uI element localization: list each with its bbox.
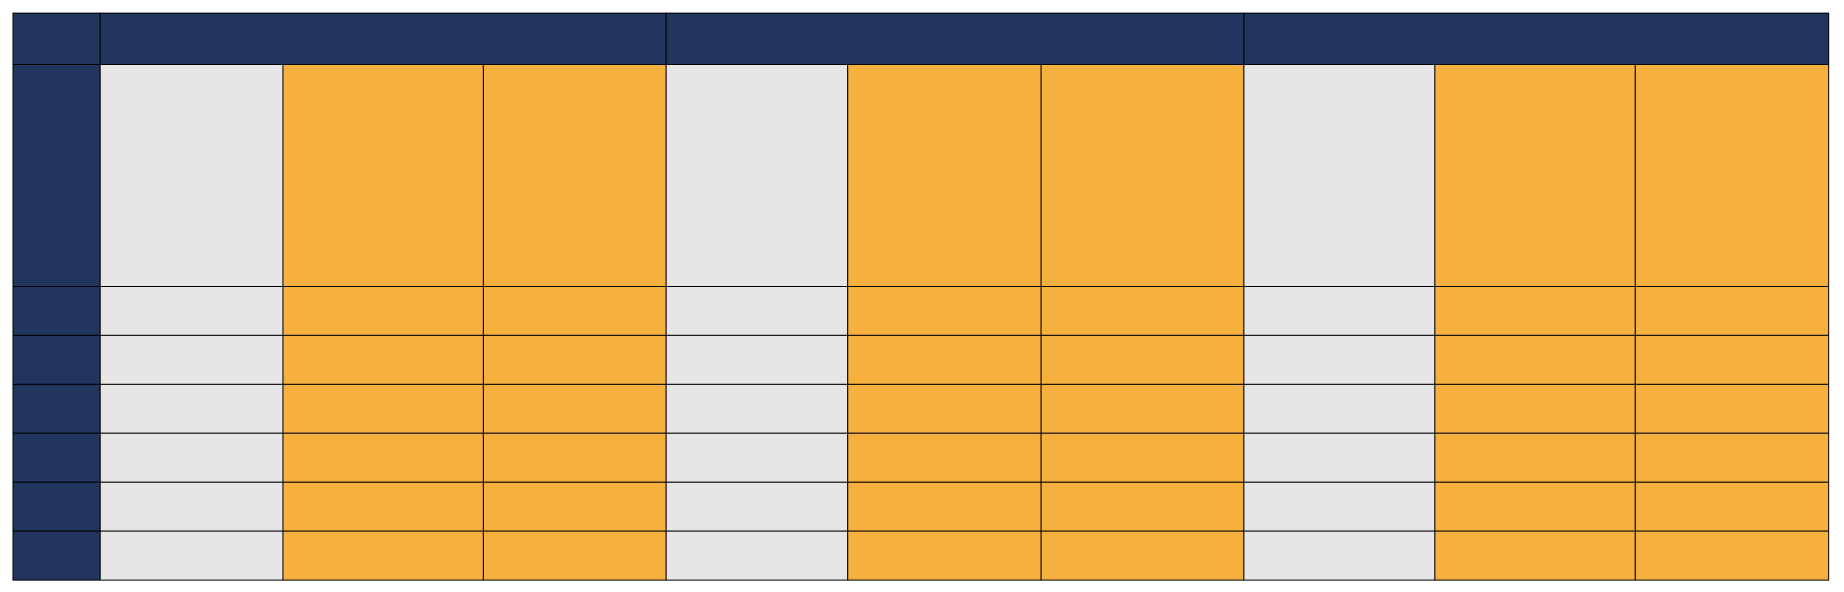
gray-cell: [666, 433, 848, 482]
orange-cell: [848, 384, 1041, 433]
orange-cell: [848, 433, 1041, 482]
row-header-cell: [13, 531, 100, 580]
orange-cell: [483, 531, 666, 580]
row-header-cell: [13, 384, 100, 433]
orange-cell: [1041, 64, 1244, 286]
gray-cell: [100, 531, 283, 580]
gray-cell: [666, 384, 848, 433]
orange-cell: [1435, 433, 1635, 482]
orange-cell: [483, 384, 666, 433]
orange-cell: [483, 433, 666, 482]
orange-cell: [1635, 335, 1828, 384]
header-group-cell: [666, 13, 1244, 64]
orange-cell: [483, 286, 666, 335]
orange-cell: [283, 384, 483, 433]
row-header-cell: [13, 64, 100, 286]
header-group-cell: [100, 13, 666, 64]
orange-cell: [1435, 384, 1635, 433]
orange-cell: [1635, 433, 1828, 482]
orange-cell: [848, 64, 1041, 286]
orange-cell: [1435, 531, 1635, 580]
orange-cell: [283, 64, 483, 286]
gray-cell: [666, 286, 848, 335]
row-header-cell: [13, 335, 100, 384]
orange-cell: [483, 64, 666, 286]
orange-cell: [1435, 482, 1635, 531]
gray-cell: [1244, 531, 1435, 580]
gray-cell: [1244, 286, 1435, 335]
gray-cell: [100, 335, 283, 384]
orange-cell: [1635, 531, 1828, 580]
row-header-cell: [13, 433, 100, 482]
orange-cell: [1435, 286, 1635, 335]
gray-cell: [666, 482, 848, 531]
orange-cell: [1041, 433, 1244, 482]
orange-cell: [283, 482, 483, 531]
orange-cell: [483, 482, 666, 531]
orange-cell: [1041, 384, 1244, 433]
orange-cell: [483, 335, 666, 384]
gray-cell: [100, 433, 283, 482]
gray-cell: [1244, 64, 1435, 286]
gray-cell: [666, 531, 848, 580]
orange-cell: [1635, 286, 1828, 335]
orange-cell: [283, 433, 483, 482]
orange-cell: [848, 482, 1041, 531]
orange-cell: [848, 531, 1041, 580]
header-corner: [13, 13, 100, 64]
gray-cell: [1244, 433, 1435, 482]
gray-cell: [100, 286, 283, 335]
orange-cell: [848, 335, 1041, 384]
orange-cell: [1041, 335, 1244, 384]
orange-cell: [1041, 531, 1244, 580]
orange-cell: [283, 531, 483, 580]
gray-cell: [1244, 335, 1435, 384]
header-group-cell: [1244, 13, 1829, 64]
orange-cell: [848, 286, 1041, 335]
orange-cell: [1435, 335, 1635, 384]
orange-cell: [1435, 64, 1635, 286]
orange-cell: [1041, 482, 1244, 531]
orange-cell: [283, 286, 483, 335]
gray-cell: [666, 64, 848, 286]
gray-cell: [1244, 482, 1435, 531]
orange-cell: [1041, 286, 1244, 335]
orange-cell: [1635, 482, 1828, 531]
gray-cell: [100, 64, 283, 286]
orange-cell: [1635, 384, 1828, 433]
gray-cell: [100, 482, 283, 531]
row-header-cell: [13, 286, 100, 335]
orange-cell: [1635, 64, 1828, 286]
gray-cell: [666, 335, 848, 384]
gray-cell: [1244, 384, 1435, 433]
orange-cell: [283, 335, 483, 384]
row-header-cell: [13, 482, 100, 531]
gray-cell: [100, 384, 283, 433]
